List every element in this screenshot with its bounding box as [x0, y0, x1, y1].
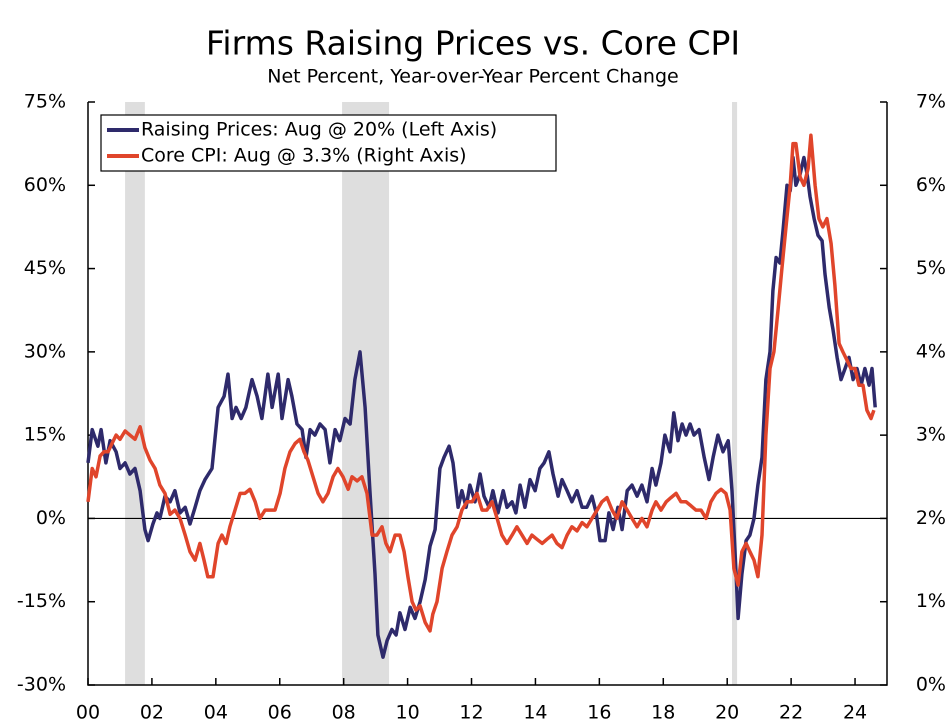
y-tick-label: 15% — [24, 424, 66, 446]
y2-tick-label: 5% — [916, 257, 946, 279]
x-tick-label: 20 — [715, 702, 739, 724]
recession-shade — [125, 102, 145, 685]
y2-tick-label: 3% — [916, 424, 946, 446]
legend-label: Core CPI: Aug @ 3.3% (Right Axis) — [141, 145, 467, 167]
x-tick-label: 14 — [523, 702, 547, 724]
y-tick-label: 45% — [24, 257, 66, 279]
legend-box — [100, 114, 557, 172]
y-tick-label: 0% — [36, 507, 66, 529]
legend-label: Raising Prices: Aug @ 20% (Left Axis) — [141, 119, 497, 141]
y2-tick-label: 7% — [916, 91, 946, 113]
axes — [87, 102, 888, 686]
x-tick-label: 00 — [76, 702, 100, 724]
x-tick-label: 18 — [651, 702, 675, 724]
series-line — [86, 133, 876, 633]
x-tick-label: 02 — [140, 702, 164, 724]
x-tick-label: 04 — [204, 702, 228, 724]
y-tick-label: 60% — [24, 174, 66, 196]
y-tick-label: 75% — [24, 91, 66, 113]
x-tick-label: 22 — [779, 702, 803, 724]
x-tick-label: 12 — [459, 702, 483, 724]
y-tick-label: 30% — [24, 340, 66, 362]
y-tick-label: -30% — [17, 674, 66, 696]
y2-tick-label: 4% — [916, 340, 946, 362]
x-tick-label: 16 — [587, 702, 611, 724]
x-tick-label: 08 — [332, 702, 356, 724]
y2-tick-label: 2% — [916, 507, 946, 529]
recession-shade — [731, 102, 738, 685]
y2-tick-label: 0% — [916, 674, 946, 696]
x-tick-label: 24 — [843, 702, 867, 724]
y-tick-label: -15% — [17, 590, 66, 612]
chart-subtitle: Net Percent, Year-over-Year Percent Chan… — [267, 66, 678, 88]
y2-tick-label: 6% — [916, 174, 946, 196]
y2-tick-label: 1% — [916, 590, 946, 612]
series-line — [86, 155, 877, 659]
x-tick-label: 10 — [396, 702, 420, 724]
chart-title: Firms Raising Prices vs. Core CPI — [206, 24, 740, 63]
x-tick-label: 06 — [268, 702, 292, 724]
